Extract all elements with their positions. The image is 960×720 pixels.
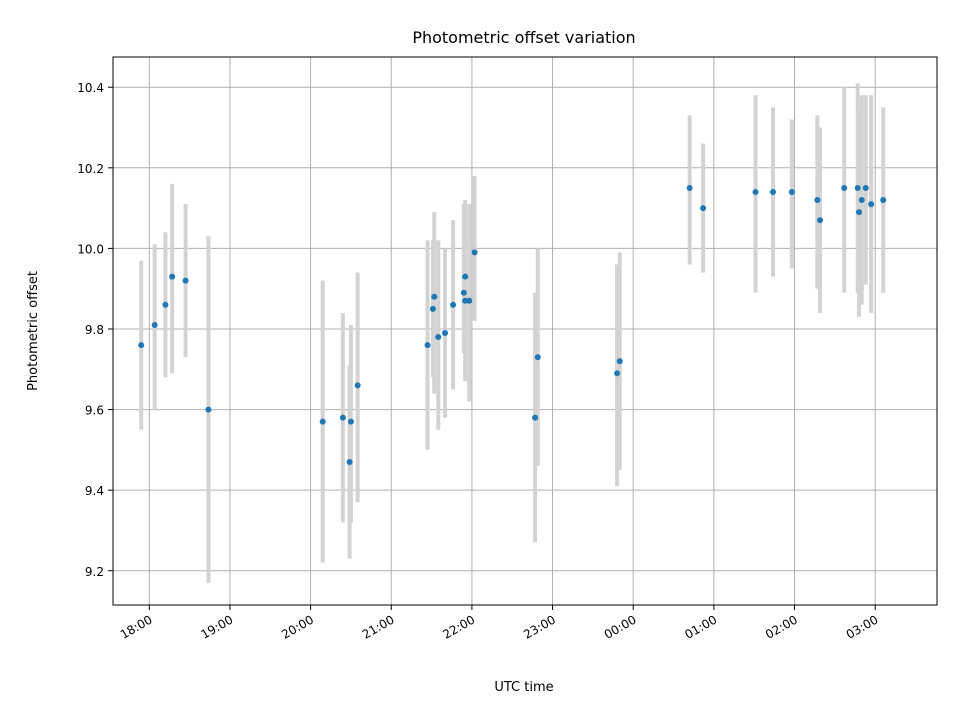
data-point [429, 305, 436, 312]
data-points [138, 184, 887, 465]
data-point [862, 184, 869, 191]
data-point [534, 354, 541, 361]
data-point [442, 330, 449, 337]
x-tick-label: 20:00 [279, 612, 316, 641]
y-tick-label: 9.6 [85, 404, 104, 418]
data-point [205, 406, 212, 413]
x-axis-ticks: 18:00 19:00 20:00 21:00 22:00 23:00 00:00 01:00… [118, 605, 881, 642]
data-point [854, 184, 861, 191]
data-point [532, 414, 539, 421]
y-tick-label: 9.8 [85, 323, 104, 337]
x-tick-label: 21:00 [360, 612, 397, 641]
data-point [880, 197, 887, 204]
data-point [431, 293, 438, 300]
x-tick-label: 03:00 [844, 612, 881, 641]
data-point [462, 273, 469, 280]
data-point [700, 205, 707, 212]
data-point [817, 217, 824, 224]
data-point [151, 321, 158, 328]
data-point [616, 358, 623, 365]
data-point [182, 277, 189, 284]
data-point [471, 249, 478, 256]
x-tick-label: 22:00 [440, 612, 477, 641]
data-point [770, 188, 777, 195]
data-point [346, 458, 353, 465]
y-axis-ticks: 9.2 9.4 9.6 9.8 10.0 10.2 10.4 [77, 81, 113, 579]
error-bars [139, 83, 886, 583]
y-tick-label: 9.2 [85, 565, 104, 579]
y-tick-label: 10.0 [77, 242, 104, 256]
x-tick-label: 02:00 [763, 612, 800, 641]
data-point [460, 289, 467, 296]
data-point [162, 301, 169, 308]
x-tick-label: 00:00 [602, 612, 639, 641]
data-point [450, 301, 457, 308]
data-point [752, 188, 759, 195]
y-tick-label: 10.2 [77, 162, 104, 176]
data-point [339, 414, 346, 421]
data-point [424, 342, 431, 349]
data-point [686, 184, 693, 191]
data-point [169, 273, 176, 280]
x-tick-label: 23:00 [521, 612, 558, 641]
data-point [856, 209, 863, 216]
y-axis-label: Photometric offset [26, 271, 41, 391]
x-axis-label: UTC time [494, 680, 553, 695]
data-point [435, 334, 442, 341]
data-point [788, 188, 795, 195]
x-tick-label: 19:00 [198, 612, 235, 641]
y-tick-label: 9.4 [85, 484, 104, 498]
data-point [466, 297, 473, 304]
x-tick-label: 18:00 [118, 612, 155, 641]
data-point [814, 197, 821, 204]
y-tick-label: 10.4 [77, 81, 104, 95]
data-point [354, 382, 361, 389]
grid [113, 57, 937, 605]
data-point [858, 197, 865, 204]
plot-frame [112, 56, 938, 606]
data-point [868, 201, 875, 208]
data-point [319, 418, 326, 425]
data-point [138, 342, 145, 349]
data-point [614, 370, 621, 377]
data-point [841, 184, 848, 191]
data-point [347, 418, 354, 425]
x-tick-label: 01:00 [682, 612, 719, 641]
chart-title: Photometric offset variation [412, 28, 635, 47]
